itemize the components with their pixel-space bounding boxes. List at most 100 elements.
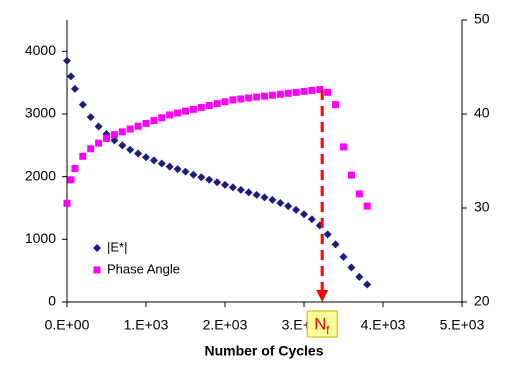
y2-tick-label: 50 — [474, 11, 490, 27]
data-point — [78, 100, 87, 109]
data-point — [142, 153, 150, 162]
data-point — [253, 93, 261, 101]
data-point — [355, 272, 364, 281]
data-point — [363, 280, 372, 289]
y2-tick-label: 30 — [474, 199, 490, 215]
y-tick-label: 0 — [48, 293, 56, 309]
data-point — [245, 94, 253, 102]
data-point — [181, 167, 190, 176]
data-point — [118, 141, 127, 150]
annotation-arrowhead — [316, 290, 329, 302]
data-point — [340, 143, 347, 151]
data-point — [292, 88, 300, 96]
data-point — [126, 145, 135, 154]
data-point — [86, 113, 95, 122]
data-point — [237, 95, 245, 103]
data-point — [363, 202, 371, 210]
data-point — [63, 199, 71, 207]
data-point — [174, 109, 182, 117]
y-tick-label: 1000 — [25, 230, 56, 246]
data-point — [166, 111, 174, 119]
data-point — [276, 198, 285, 207]
x-tick-label: 0.E+00 — [45, 317, 90, 333]
legend-label: |E*| — [107, 239, 127, 254]
data-point — [205, 102, 213, 110]
legend-label: Phase Angle — [107, 261, 180, 276]
x-tick-label: 5.E+03 — [440, 317, 485, 333]
data-point — [324, 88, 332, 96]
legend-marker — [93, 244, 101, 252]
data-point — [205, 175, 214, 184]
data-point — [323, 230, 332, 239]
data-point — [197, 103, 205, 111]
data-point — [292, 205, 301, 214]
annotation-text: N — [314, 314, 326, 333]
data-point — [103, 134, 110, 142]
annotation-box — [306, 310, 338, 338]
data-point — [79, 152, 87, 160]
data-point — [300, 210, 308, 219]
data-point — [252, 190, 261, 199]
x-tick-label: 1.E+03 — [124, 317, 169, 333]
data-point — [71, 165, 79, 173]
data-point — [142, 119, 150, 127]
data-point — [182, 107, 189, 115]
data-point — [339, 252, 348, 261]
data-point — [221, 98, 229, 106]
data-point — [229, 96, 237, 104]
data-point — [63, 56, 71, 65]
data-point — [221, 180, 229, 189]
y2-tick-label: 40 — [474, 105, 490, 121]
data-point — [157, 159, 166, 168]
data-point — [307, 215, 316, 224]
data-point — [110, 131, 118, 139]
data-point — [331, 240, 340, 249]
data-point — [332, 101, 340, 109]
data-point — [268, 91, 276, 99]
data-point — [347, 171, 355, 179]
data-point — [173, 165, 182, 174]
data-point — [150, 117, 158, 125]
data-point — [316, 86, 324, 94]
data-point — [236, 185, 245, 194]
data-point — [355, 190, 363, 198]
data-point — [244, 188, 253, 197]
data-point — [134, 122, 142, 130]
data-point — [284, 89, 292, 97]
data-point — [197, 173, 206, 182]
data-point — [213, 100, 221, 108]
y2-tick-label: 20 — [474, 293, 490, 309]
data-point — [213, 178, 222, 187]
data-point — [189, 105, 197, 113]
data-point — [110, 136, 119, 145]
legend-marker — [93, 266, 101, 274]
data-point — [308, 87, 316, 94]
data-point — [149, 156, 158, 165]
data-point — [66, 72, 75, 81]
annotation-subscript: f — [326, 323, 330, 337]
data-point — [67, 176, 75, 184]
data-point — [268, 195, 277, 204]
data-point — [158, 114, 166, 122]
data-point — [284, 202, 293, 211]
x-tick-label: 4.E+03 — [361, 317, 406, 333]
data-point — [118, 128, 126, 136]
data-point — [95, 139, 103, 147]
data-point — [260, 193, 269, 202]
data-point — [189, 170, 198, 179]
data-point — [300, 87, 308, 95]
x-axis-title: Number of Cycles — [204, 343, 323, 359]
x-tick-label: 2.E+03 — [203, 317, 248, 333]
data-point — [276, 90, 284, 98]
data-point — [228, 183, 237, 192]
data-point — [347, 263, 356, 272]
data-point — [87, 145, 95, 153]
data-point — [134, 149, 143, 158]
y-tick-label: 3000 — [25, 105, 56, 121]
data-point — [94, 122, 103, 131]
y-tick-label: 4000 — [25, 42, 56, 58]
data-point — [261, 92, 268, 100]
data-point — [70, 84, 79, 93]
